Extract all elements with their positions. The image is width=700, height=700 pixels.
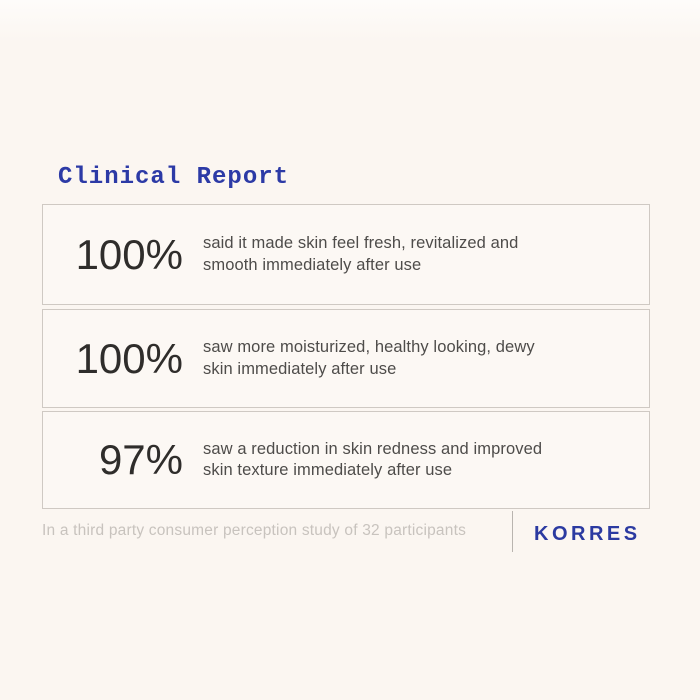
stat-description-line1: saw a reduction in skin redness and impr… <box>203 439 543 458</box>
stats-table: 100% said it made skin feel fresh, revit… <box>42 204 650 509</box>
stat-description: said it made skin feel fresh, revitalize… <box>203 233 518 276</box>
study-footnote: In a third party consumer perception stu… <box>42 522 467 539</box>
stat-percent: 100% <box>75 334 183 382</box>
stat-description-line2: skin texture immediately after use <box>203 461 453 479</box>
stat-row: 100% saw more moisturized, healthy looki… <box>42 309 650 408</box>
footer-divider <box>512 511 513 552</box>
stat-percent: 100% <box>75 230 183 278</box>
stat-description-line2: skin immediately after use <box>203 359 397 378</box>
stat-description: saw more moisturized, healthy looking, d… <box>203 337 535 380</box>
korres-logo: KORRES <box>534 523 641 545</box>
stat-description-line1: saw more moisturized, healthy looking, d… <box>203 338 535 356</box>
page-title: Clinical Report <box>58 164 290 191</box>
stat-row: 100% said it made skin feel fresh, revit… <box>42 204 650 305</box>
stat-description: saw a reduction in skin redness and impr… <box>203 439 542 482</box>
stat-description-line1: said it made skin feel fresh, revitalize… <box>203 234 519 252</box>
stat-row: 97% saw a reduction in skin redness and … <box>42 411 650 509</box>
stat-percent: 97% <box>98 436 183 483</box>
stat-description-line2: smooth immediately after use <box>203 255 422 274</box>
